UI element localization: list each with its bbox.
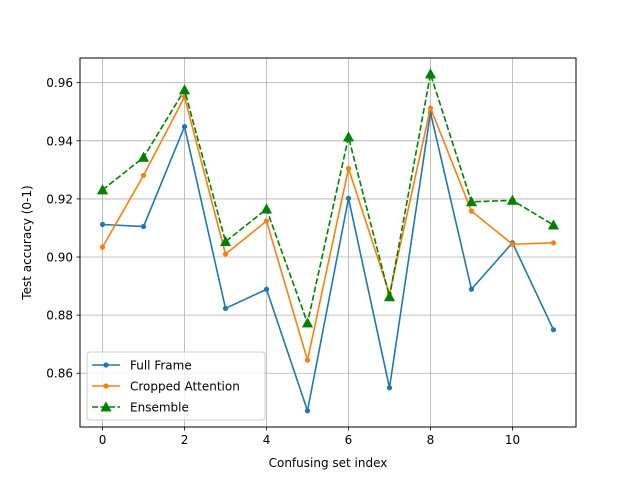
data-point — [140, 223, 147, 230]
legend-item-ensemble: Ensemble — [92, 401, 189, 415]
data-point — [263, 218, 270, 224]
data-point — [178, 84, 191, 95]
series-layer — [96, 68, 560, 414]
legend-item-cropped-attention: Cropped Attention — [92, 380, 240, 394]
y-axis-label: Test accuracy (0-1) — [20, 185, 34, 300]
x-tick-label: 6 — [345, 433, 353, 447]
data-point — [468, 208, 475, 214]
legend-label: Ensemble — [130, 401, 189, 415]
data-point — [386, 385, 393, 391]
x-tick-label: 2 — [181, 433, 189, 447]
data-point — [424, 68, 437, 79]
data-point — [219, 235, 232, 247]
legend-box — [86, 351, 266, 421]
series-ensemble — [96, 68, 560, 328]
y-tick-label: 0.92 — [46, 192, 73, 206]
x-tick-label: 10 — [505, 433, 520, 447]
data-point — [304, 408, 311, 414]
data-point — [99, 244, 106, 250]
legend: Full Frame Cropped Attention Ensemble — [86, 351, 266, 421]
series-line — [102, 111, 555, 412]
legend-marker — [103, 383, 109, 389]
plot-frame — [79, 57, 577, 428]
legend-item-full-frame: Full Frame — [92, 359, 192, 373]
legend-label: Cropped Attention — [130, 380, 240, 394]
data-point — [468, 286, 475, 292]
data-point — [181, 123, 188, 130]
legend-marker — [100, 401, 112, 412]
data-point — [304, 357, 311, 363]
data-point — [301, 317, 314, 328]
data-point — [547, 219, 560, 230]
y-tick-label: 0.96 — [46, 76, 73, 90]
data-point — [550, 327, 557, 333]
data-point — [506, 194, 519, 205]
y-tick-label: 0.86 — [46, 367, 73, 381]
data-point — [342, 131, 355, 142]
data-point — [263, 286, 270, 292]
series-line — [101, 96, 554, 361]
data-point — [345, 195, 352, 201]
data-point — [222, 251, 229, 257]
series-line — [102, 73, 554, 324]
data-point — [96, 184, 109, 195]
data-point — [99, 221, 106, 228]
data-point — [550, 240, 557, 246]
x-tick-label: 0 — [99, 433, 107, 447]
legend-label: Full Frame — [130, 359, 192, 373]
data-point — [383, 291, 396, 302]
axis-ticks: 0 2 4 6 8 10 0.86 0.88 0.90 0.92 0.94 0.96 — [46, 76, 520, 447]
x-tick-label: 8 — [427, 433, 435, 447]
data-point — [140, 172, 147, 178]
data-point — [137, 151, 150, 162]
y-tick-label: 0.90 — [46, 251, 73, 265]
y-tick-label: 0.94 — [46, 134, 73, 148]
x-tick-label: 4 — [263, 433, 271, 447]
y-tick-label: 0.88 — [46, 309, 73, 323]
data-point — [427, 105, 434, 111]
series-full-frame — [99, 110, 557, 414]
data-point — [465, 196, 478, 207]
data-point — [509, 241, 516, 247]
data-point — [260, 203, 273, 214]
data-point — [345, 165, 352, 172]
data-point — [222, 305, 229, 312]
legend-marker — [103, 362, 109, 368]
x-axis-label: Confusing set index — [269, 456, 388, 470]
